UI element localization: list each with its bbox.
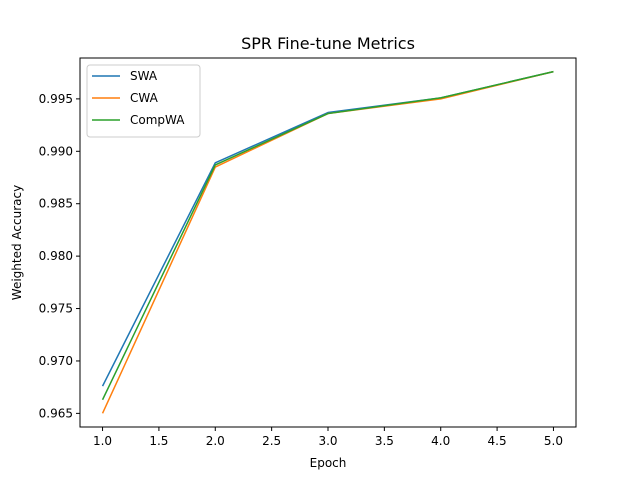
x-tick-label: 1.0 xyxy=(93,434,112,448)
x-tick-label: 1.5 xyxy=(149,434,168,448)
y-tick-label: 0.970 xyxy=(39,354,73,368)
legend: SWA CWA CompWA xyxy=(86,64,201,138)
legend-label: SWA xyxy=(130,69,158,83)
x-tick-label: 5.0 xyxy=(544,434,563,448)
chart-title: SPR Fine-tune Metrics xyxy=(241,34,415,53)
x-tick-label: 2.5 xyxy=(262,434,281,448)
legend-label: CompWA xyxy=(130,113,185,127)
x-tick-label: 3.0 xyxy=(318,434,337,448)
axis-ticks: 1.0 1.5 2.0 2.5 3.0 3.5 4.0 4.5 5.0 0.965 0.970 0.9… xyxy=(39,92,563,448)
x-axis-label: Epoch xyxy=(310,456,347,470)
x-tick-label: 2.0 xyxy=(206,434,225,448)
y-tick-label: 0.980 xyxy=(39,249,73,263)
y-tick-label: 0.975 xyxy=(39,302,73,316)
y-tick-label: 0.965 xyxy=(39,406,73,420)
y-tick-label: 0.995 xyxy=(39,92,73,106)
series-line-compwa xyxy=(101,70,554,401)
plot-lines xyxy=(101,70,554,414)
legend-label: CWA xyxy=(130,91,159,105)
x-tick-label: 3.5 xyxy=(375,434,394,448)
y-tick-label: 0.985 xyxy=(39,197,73,211)
legend-box xyxy=(86,64,201,138)
plot-frame xyxy=(79,57,577,428)
y-tick-label: 0.990 xyxy=(39,144,73,158)
x-tick-label: 4.5 xyxy=(488,434,507,448)
x-tick-label: 4.0 xyxy=(431,434,450,448)
y-axis-label: Weighted Accuracy xyxy=(10,185,24,300)
